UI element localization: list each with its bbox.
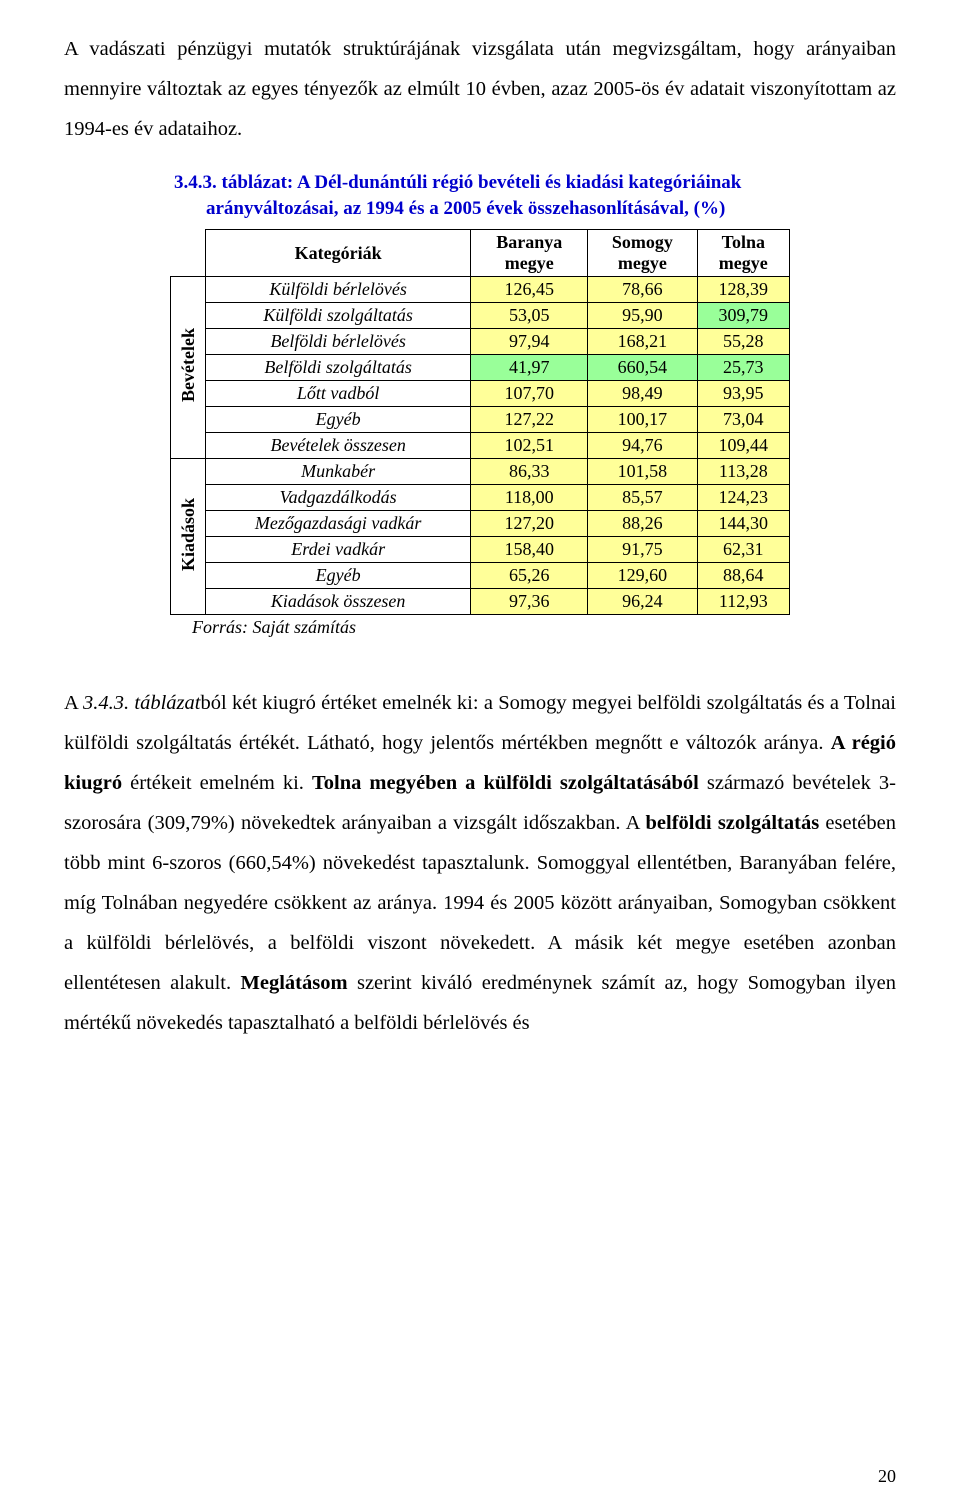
table-title-line1: 3.4.3. táblázat: A Dél-dunántúli régió b… <box>174 172 741 193</box>
cell-value: 102,51 <box>471 433 588 459</box>
row-label: Egyéb <box>206 563 471 589</box>
row-label: Lőtt vadból <box>206 381 471 407</box>
row-label: Külföldi bérlelövés <box>206 277 471 303</box>
data-table: Kategóriák Baranyamegye Somogymegye Toln… <box>170 229 790 615</box>
header-blank <box>171 230 206 277</box>
analysis-paragraph: A 3.4.3. táblázatból két kiugró értéket … <box>64 684 896 1044</box>
cell-value: 109,44 <box>697 433 789 459</box>
row-label: Erdei vadkár <box>206 537 471 563</box>
table-row: Belföldi bérlelövés97,94168,2155,28 <box>171 329 790 355</box>
cell-value: 144,30 <box>697 511 789 537</box>
table-row: Lőtt vadból107,7098,4993,95 <box>171 381 790 407</box>
cell-value: 25,73 <box>697 355 789 381</box>
cell-value: 127,20 <box>471 511 588 537</box>
header-somogy: Somogymegye <box>588 230 697 277</box>
cell-value: 129,60 <box>588 563 697 589</box>
cell-value: 124,23 <box>697 485 789 511</box>
table-row: Erdei vadkár158,4091,7562,31 <box>171 537 790 563</box>
cell-value: 73,04 <box>697 407 789 433</box>
cell-value: 93,95 <box>697 381 789 407</box>
intro-paragraph: A vadászati pénzügyi mutatók struktúrájá… <box>64 30 896 150</box>
cell-value: 62,31 <box>697 537 789 563</box>
cell-value: 53,05 <box>471 303 588 329</box>
header-tolna: Tolnamegye <box>697 230 789 277</box>
table-title: 3.4.3. táblázat: A Dél-dunántúli régió b… <box>174 170 794 221</box>
table-row: Egyéb127,22100,1773,04 <box>171 407 790 433</box>
cell-value: 86,33 <box>471 459 588 485</box>
cell-value: 95,90 <box>588 303 697 329</box>
cell-value: 168,21 <box>588 329 697 355</box>
table-row: Mezőgazdasági vadkár127,2088,26144,30 <box>171 511 790 537</box>
row-label: Bevételek összesen <box>206 433 471 459</box>
row-label: Vadgazdálkodás <box>206 485 471 511</box>
cell-value: 158,40 <box>471 537 588 563</box>
row-label: Egyéb <box>206 407 471 433</box>
row-group-label: Bevételek <box>171 277 206 459</box>
cell-value: 97,36 <box>471 589 588 615</box>
cell-value: 107,70 <box>471 381 588 407</box>
cell-value: 88,26 <box>588 511 697 537</box>
table-row: Egyéb65,26129,6088,64 <box>171 563 790 589</box>
row-label: Belföldi szolgáltatás <box>206 355 471 381</box>
cell-value: 660,54 <box>588 355 697 381</box>
row-label: Külföldi szolgáltatás <box>206 303 471 329</box>
table-row: Bevételek összesen102,5194,76109,44 <box>171 433 790 459</box>
row-label: Belföldi bérlelövés <box>206 329 471 355</box>
row-label: Kiadások összesen <box>206 589 471 615</box>
cell-value: 65,26 <box>471 563 588 589</box>
cell-value: 128,39 <box>697 277 789 303</box>
cell-value: 55,28 <box>697 329 789 355</box>
cell-value: 113,28 <box>697 459 789 485</box>
table-row: KiadásokMunkabér86,33101,58113,28 <box>171 459 790 485</box>
row-group-label: Kiadások <box>171 459 206 615</box>
cell-value: 88,64 <box>697 563 789 589</box>
cell-value: 101,58 <box>588 459 697 485</box>
cell-value: 309,79 <box>697 303 789 329</box>
cell-value: 85,57 <box>588 485 697 511</box>
cell-value: 91,75 <box>588 537 697 563</box>
row-label: Munkabér <box>206 459 471 485</box>
page-number: 20 <box>878 1466 896 1487</box>
header-baranya: Baranyamegye <box>471 230 588 277</box>
cell-value: 98,49 <box>588 381 697 407</box>
table-row: Kiadások összesen97,3696,24112,93 <box>171 589 790 615</box>
cell-value: 100,17 <box>588 407 697 433</box>
row-label: Mezőgazdasági vadkár <box>206 511 471 537</box>
table-source: Forrás: Saját számítás <box>192 617 896 638</box>
table-header-row: Kategóriák Baranyamegye Somogymegye Toln… <box>171 230 790 277</box>
header-categories: Kategóriák <box>206 230 471 277</box>
table-row: Külföldi szolgáltatás53,0595,90309,79 <box>171 303 790 329</box>
cell-value: 41,97 <box>471 355 588 381</box>
cell-value: 78,66 <box>588 277 697 303</box>
cell-value: 94,76 <box>588 433 697 459</box>
table-row: Vadgazdálkodás118,0085,57124,23 <box>171 485 790 511</box>
table-row: BevételekKülföldi bérlelövés126,4578,661… <box>171 277 790 303</box>
cell-value: 112,93 <box>697 589 789 615</box>
cell-value: 118,00 <box>471 485 588 511</box>
table-title-line2: arányváltozásai, az 1994 és a 2005 évek … <box>206 198 725 219</box>
table-row: Belföldi szolgáltatás41,97660,5425,73 <box>171 355 790 381</box>
cell-value: 97,94 <box>471 329 588 355</box>
cell-value: 127,22 <box>471 407 588 433</box>
cell-value: 96,24 <box>588 589 697 615</box>
cell-value: 126,45 <box>471 277 588 303</box>
